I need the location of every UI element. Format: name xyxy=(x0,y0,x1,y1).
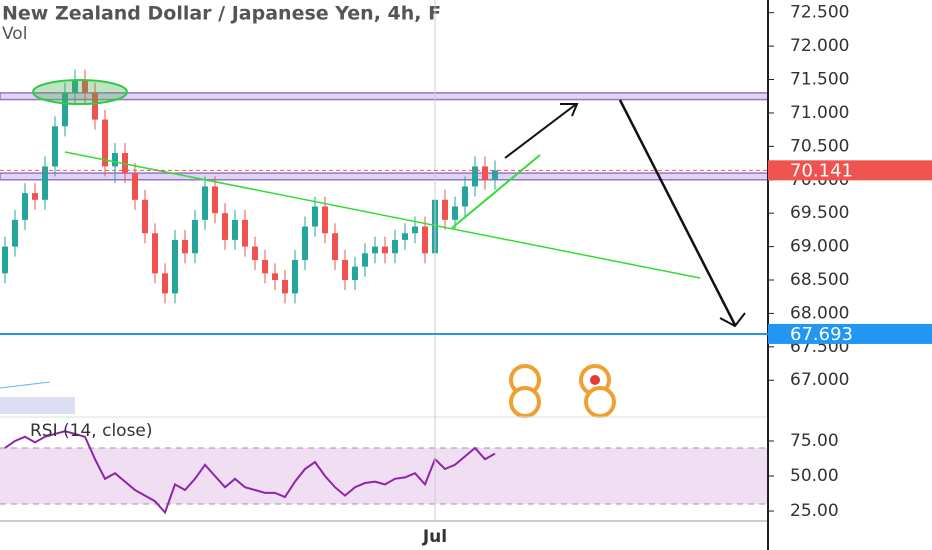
candle-body xyxy=(122,153,128,174)
last_price-label: 70.141 xyxy=(790,160,853,181)
alert_price-tag xyxy=(768,323,932,344)
candle-body xyxy=(272,273,278,281)
candle-body xyxy=(2,246,8,274)
candle-body xyxy=(42,166,48,200)
arrow xyxy=(618,99,737,326)
candle-body xyxy=(302,226,308,260)
y-tick-label: 69.500 xyxy=(790,203,849,223)
candle-body xyxy=(132,173,138,200)
trend-line xyxy=(64,151,701,279)
event-icon xyxy=(584,386,616,418)
candle-body xyxy=(482,166,488,180)
candle-body xyxy=(282,280,288,294)
volume-ma-box xyxy=(0,397,75,414)
y-tick-label: 71.500 xyxy=(790,70,849,90)
candle-body xyxy=(162,273,168,294)
last_price-tag xyxy=(768,160,932,181)
candle-body xyxy=(232,219,238,240)
candle-body xyxy=(12,219,18,247)
y-tick-label: 72.000 xyxy=(790,36,849,56)
candle-body xyxy=(402,233,408,240)
candle-body xyxy=(352,266,358,281)
candle-body xyxy=(102,119,108,167)
candle-body xyxy=(172,239,178,294)
candle-body xyxy=(252,246,258,260)
trend-line xyxy=(451,154,541,229)
candle-body xyxy=(22,193,28,220)
candle-body xyxy=(262,259,268,274)
rsi-pane xyxy=(0,430,768,515)
candle-body xyxy=(472,166,478,187)
candle-body xyxy=(362,253,368,267)
candle-body xyxy=(112,153,118,167)
arrow-head xyxy=(719,312,746,328)
event-icon xyxy=(590,375,600,385)
arrow xyxy=(504,104,576,159)
y-tick-label: 70.500 xyxy=(790,136,849,156)
candle-body xyxy=(212,186,218,214)
candle-body xyxy=(322,206,328,234)
candle-body xyxy=(292,259,298,294)
candle-body xyxy=(182,239,188,254)
candle-body xyxy=(422,226,428,254)
rsi-line xyxy=(4,430,496,515)
candle-body xyxy=(332,233,338,260)
y-tick-label: 71.000 xyxy=(790,103,849,123)
event-icon xyxy=(509,386,541,418)
candle-body xyxy=(342,259,348,281)
candle-body xyxy=(462,186,468,207)
candle-body xyxy=(52,126,58,167)
drawings xyxy=(0,79,746,418)
candle-body xyxy=(142,199,148,234)
candle-body xyxy=(192,219,198,254)
candle-body xyxy=(92,92,98,120)
y-tick-label: 25.00 xyxy=(790,501,839,521)
volume-ma xyxy=(0,381,51,389)
y-tick-label: 68.000 xyxy=(790,303,849,323)
candle-body xyxy=(492,170,498,180)
rsi-band xyxy=(0,447,768,505)
candle-body xyxy=(72,79,78,93)
y-tick-label: 68.500 xyxy=(790,270,849,290)
candle-body xyxy=(202,186,208,220)
candle-body xyxy=(412,226,418,234)
candle-body xyxy=(392,239,398,254)
chart-title: New Zealand Dollar / Japanese Yen, 4h, F xyxy=(2,3,441,25)
candle-body xyxy=(152,233,158,274)
indicator-title: RSI (14, close) xyxy=(30,421,153,441)
volume-label: Vol xyxy=(2,24,27,44)
candle-body xyxy=(222,213,228,240)
candle-body xyxy=(32,193,38,200)
candle-body xyxy=(242,219,248,247)
y-tick-label: 72.500 xyxy=(790,3,849,23)
candle-body xyxy=(62,92,68,127)
y-tick-label: 67.000 xyxy=(790,370,849,390)
y-tick-label: 50.00 xyxy=(790,466,839,486)
alert_price-label: 67.693 xyxy=(790,324,853,345)
candle-body xyxy=(452,206,458,220)
candle-body xyxy=(382,246,388,254)
y-tick-label: 75.00 xyxy=(790,431,839,451)
candle-body xyxy=(82,79,88,93)
candle-body xyxy=(312,206,318,227)
candle-body xyxy=(442,199,448,220)
ellipse-drawing xyxy=(32,79,128,105)
x-tick-label: Jul xyxy=(422,527,447,547)
candle-body xyxy=(372,246,378,254)
arrow-head xyxy=(560,103,579,117)
y-tick-label: 69.000 xyxy=(790,237,849,257)
